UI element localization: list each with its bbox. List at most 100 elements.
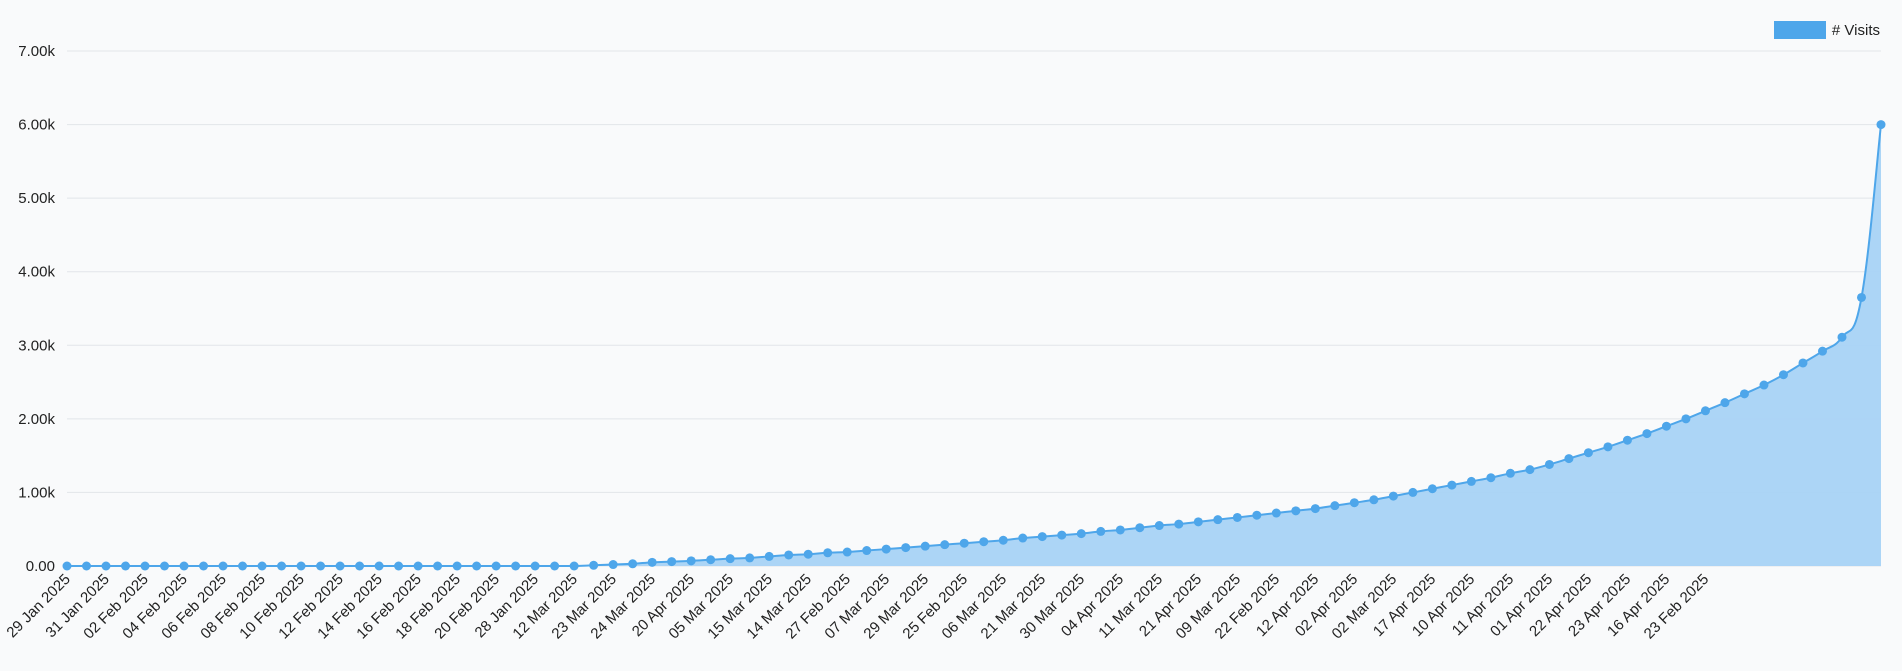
data-point	[1310, 504, 1320, 514]
data-point	[979, 537, 989, 547]
data-point	[1525, 465, 1535, 475]
data-point	[1739, 389, 1749, 399]
data-point	[569, 561, 579, 571]
data-point	[550, 561, 560, 571]
data-point	[1271, 508, 1281, 518]
data-point	[920, 541, 930, 551]
data-point	[199, 561, 209, 571]
legend-label: # Visits	[1831, 21, 1880, 39]
y-tick-label: 7.00k	[18, 43, 55, 60]
data-point	[589, 560, 599, 570]
data-point	[1700, 406, 1710, 416]
data-point	[1252, 510, 1262, 520]
y-tick-label: 3.00k	[18, 337, 55, 354]
data-point	[394, 561, 404, 571]
data-point	[1681, 414, 1691, 424]
data-point	[277, 561, 287, 571]
data-point	[1759, 380, 1769, 390]
data-point	[1661, 421, 1671, 431]
data-point	[1291, 506, 1301, 516]
data-point	[1466, 476, 1476, 486]
data-point	[1505, 468, 1515, 478]
data-point	[745, 553, 755, 563]
data-point	[764, 551, 774, 561]
data-point	[374, 561, 384, 571]
data-point	[335, 561, 345, 571]
y-tick-label: 1.00k	[18, 484, 55, 501]
data-point	[1018, 533, 1028, 543]
data-point	[316, 561, 326, 571]
data-point	[1427, 484, 1437, 494]
legend-swatch	[1773, 21, 1826, 39]
data-point	[530, 561, 540, 571]
data-point	[179, 561, 189, 571]
data-point	[121, 561, 131, 571]
data-point	[1213, 515, 1223, 525]
data-point	[1876, 120, 1886, 130]
y-axis-ticks: 0.00 1.00k 2.00k 3.00k 4.00k 5.00k 6.00k 7.00k	[18, 43, 55, 575]
data-point	[1603, 442, 1613, 452]
data-point	[706, 555, 716, 565]
data-point	[1622, 435, 1632, 445]
data-point	[1037, 532, 1047, 542]
data-point	[1076, 529, 1086, 539]
data-point	[998, 535, 1008, 545]
legend[interactable]: # Visits	[1773, 21, 1880, 39]
data-point	[140, 561, 150, 571]
grid-lines	[67, 50, 1881, 567]
data-point	[491, 561, 501, 571]
data-point	[823, 548, 833, 558]
data-point	[1856, 292, 1866, 302]
data-point	[725, 554, 735, 564]
data-point	[511, 561, 521, 571]
data-point	[355, 561, 365, 571]
data-point	[1096, 526, 1106, 536]
series-area-fill	[67, 124, 1881, 567]
data-point	[472, 561, 482, 571]
data-point	[842, 547, 852, 557]
series-points	[62, 120, 1886, 571]
data-point	[1408, 487, 1418, 497]
y-tick-label: 5.00k	[18, 190, 55, 207]
data-point	[1154, 521, 1164, 531]
data-point	[686, 556, 696, 566]
data-point	[433, 561, 443, 571]
data-point	[1057, 530, 1067, 540]
data-point	[803, 549, 813, 559]
data-point	[1720, 398, 1730, 408]
data-point	[160, 561, 170, 571]
data-point	[1778, 370, 1788, 380]
data-point	[1583, 448, 1593, 458]
data-point	[647, 557, 657, 567]
data-point	[881, 544, 891, 554]
data-point	[901, 543, 911, 553]
data-point	[1115, 525, 1125, 535]
data-point	[1837, 332, 1847, 342]
data-point	[1232, 512, 1242, 522]
data-point	[608, 560, 618, 570]
data-point	[628, 559, 638, 569]
data-point	[959, 538, 969, 548]
data-point	[101, 561, 111, 571]
data-point	[1642, 429, 1652, 439]
data-point	[218, 561, 228, 571]
data-point	[62, 561, 72, 571]
data-point	[1330, 501, 1340, 511]
data-point	[1447, 480, 1457, 490]
data-point	[862, 546, 872, 556]
data-point	[1817, 346, 1827, 356]
data-point	[1193, 517, 1203, 527]
data-point	[1564, 454, 1574, 464]
data-point	[257, 561, 267, 571]
data-point	[1486, 473, 1496, 483]
data-point	[784, 550, 794, 560]
data-point	[452, 561, 462, 571]
data-point	[1135, 523, 1145, 533]
data-point	[1369, 495, 1379, 505]
data-point	[1388, 491, 1398, 501]
y-tick-label: 0.00	[26, 558, 55, 575]
y-tick-label: 2.00k	[18, 411, 55, 428]
